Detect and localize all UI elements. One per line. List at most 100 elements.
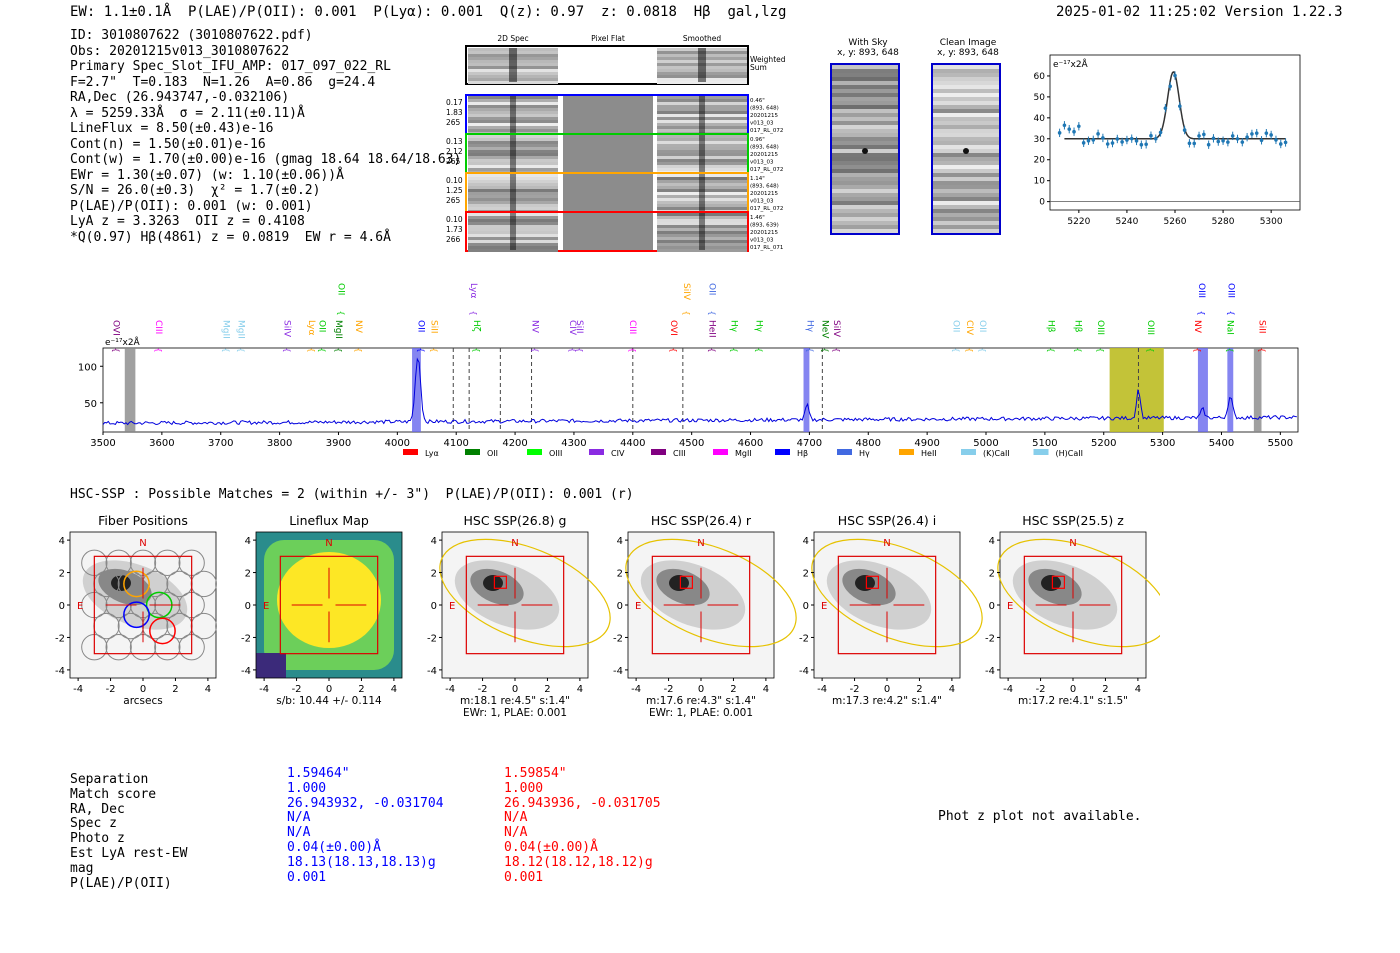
cutout-stat: 0.10 bbox=[446, 215, 463, 224]
line-id-label: CIII bbox=[153, 320, 163, 334]
cutout-note: v013_03 bbox=[750, 160, 774, 166]
spec-strip bbox=[657, 150, 747, 153]
spec-strip bbox=[657, 156, 747, 159]
spec-strip bbox=[468, 183, 558, 186]
image-strip bbox=[933, 169, 999, 173]
data-point bbox=[1077, 124, 1081, 129]
line-id-label: SiII bbox=[574, 320, 584, 334]
spec-strip bbox=[468, 150, 558, 153]
ytick-label: -2 bbox=[55, 633, 65, 644]
spec-strip bbox=[657, 120, 747, 123]
ytick-label: 4 bbox=[245, 536, 251, 547]
legend-label: OII bbox=[487, 449, 498, 458]
ytick-label: -4 bbox=[427, 666, 437, 677]
north-label: N bbox=[139, 538, 146, 549]
image-strip bbox=[933, 73, 999, 77]
image-strip bbox=[933, 193, 999, 197]
spec-strip bbox=[468, 201, 558, 204]
data-point bbox=[1283, 140, 1288, 145]
ytick-label: 0 bbox=[431, 601, 437, 612]
match-box bbox=[1051, 575, 1066, 589]
info-line: ID: 3010807622 (3010807622.pdf) bbox=[70, 28, 313, 43]
masked-window bbox=[124, 348, 136, 432]
cutout-note: 20201215 bbox=[750, 152, 778, 158]
image-strip bbox=[832, 189, 898, 193]
source-spot bbox=[963, 148, 969, 154]
ytick-label: 4 bbox=[617, 536, 623, 547]
xtick-label: 5280 bbox=[1212, 217, 1235, 227]
search-box bbox=[465, 555, 565, 655]
spec-strip bbox=[468, 219, 558, 222]
cutout-stat: 265 bbox=[446, 157, 461, 166]
line-id-label: SiIV bbox=[681, 283, 691, 301]
legend-label: Hβ bbox=[797, 449, 808, 458]
spec-strip bbox=[468, 189, 558, 192]
info-line: Primary Spec_Slot_IFU_AMP: 017_097_022_R… bbox=[70, 59, 391, 74]
image-strip bbox=[933, 197, 999, 201]
image-strip bbox=[832, 137, 898, 141]
fiber-circle bbox=[105, 549, 132, 576]
line-id-label: OVI bbox=[668, 320, 678, 336]
image-strip bbox=[832, 209, 898, 213]
galaxy-core bbox=[669, 575, 689, 591]
spec-strip bbox=[468, 96, 558, 99]
line-id-label: MgII bbox=[235, 320, 245, 339]
spec-strip bbox=[657, 213, 747, 216]
image-strip bbox=[933, 65, 999, 69]
panel-caption: s/b: 10.44 +/- 0.114 bbox=[276, 695, 382, 707]
ytick-label: -4 bbox=[241, 666, 251, 677]
info-line: Cont(n) = 1.50(±0.01)e-16 bbox=[70, 136, 266, 152]
xtick-label: 4700 bbox=[797, 438, 822, 449]
spec-strip bbox=[657, 237, 747, 240]
data-point bbox=[1240, 140, 1245, 144]
line-id-brace: { bbox=[307, 347, 316, 352]
spec-strip bbox=[657, 147, 747, 150]
ytick-label: 50 bbox=[1034, 93, 1046, 103]
east-label: E bbox=[77, 601, 83, 612]
spec-strip bbox=[657, 189, 747, 192]
east-label: E bbox=[449, 601, 455, 612]
fiber-circle bbox=[105, 634, 132, 661]
image-strip bbox=[933, 133, 999, 137]
match-cell: Match score bbox=[70, 786, 157, 802]
line-fit-plot: 0 10 20 30 40 50 60 5220 5240 5260 5280 5300 e⁻¹⁷x2Å bbox=[1020, 45, 1310, 235]
weighted-sum-frame bbox=[465, 45, 749, 85]
with-sky-title: With Sky bbox=[848, 38, 888, 48]
line-window bbox=[412, 348, 421, 432]
data-point bbox=[1197, 134, 1201, 138]
line-id-label: Lyα bbox=[306, 320, 316, 336]
image-strip bbox=[933, 141, 999, 145]
legend-label: MgII bbox=[735, 449, 752, 458]
image-strip bbox=[832, 141, 898, 145]
data-point bbox=[1158, 130, 1163, 135]
line-id-label: OII bbox=[335, 283, 345, 295]
xtick-label: -2 bbox=[1036, 684, 1046, 695]
spec-strip bbox=[468, 120, 558, 123]
image-strip bbox=[933, 117, 999, 121]
match-box bbox=[679, 575, 694, 589]
spec-strip bbox=[657, 129, 747, 132]
data-point bbox=[1278, 142, 1283, 146]
spec-strip bbox=[468, 228, 558, 231]
line-window bbox=[1227, 348, 1234, 432]
spec-strip bbox=[468, 180, 558, 183]
image-strip bbox=[933, 101, 999, 105]
image-strip bbox=[933, 177, 999, 181]
cutout-stat: 265 bbox=[446, 196, 461, 205]
hsc-matches-summary: HSC-SSP : Possible Matches = 2 (within +… bbox=[70, 487, 634, 502]
ytick-label: 50 bbox=[84, 399, 97, 410]
spec-strip bbox=[657, 144, 747, 147]
xtick-label: 4 bbox=[1135, 684, 1141, 695]
xtick-label: 2 bbox=[730, 684, 736, 695]
ytick-label: 0 bbox=[245, 601, 251, 612]
search-box bbox=[279, 555, 379, 655]
north-label: N bbox=[697, 538, 704, 549]
spec-strip bbox=[657, 222, 747, 225]
image-strip bbox=[832, 117, 898, 121]
line-id-brace: { bbox=[417, 347, 426, 352]
line-id-label: Hβ bbox=[1045, 320, 1055, 333]
spec-strip bbox=[657, 126, 747, 129]
line-id-brace: { bbox=[472, 347, 481, 352]
spec-line-feature bbox=[699, 213, 705, 250]
ytick-label: 40 bbox=[1034, 114, 1046, 124]
